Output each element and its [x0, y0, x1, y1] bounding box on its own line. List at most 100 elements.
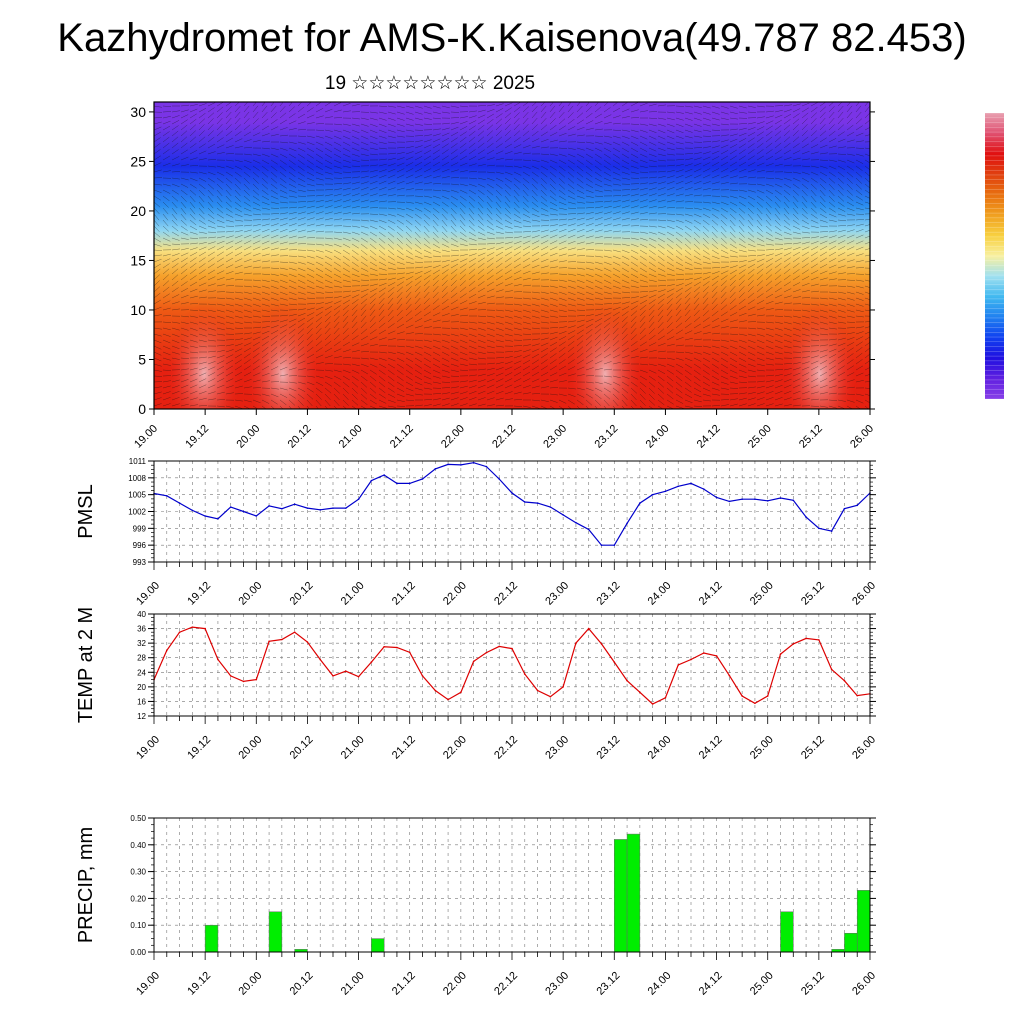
x-tick-label: 19.00 [132, 423, 160, 451]
data-point [830, 530, 833, 532]
data-point [396, 646, 398, 649]
data-point [268, 505, 270, 507]
data-point [779, 653, 782, 655]
x-tick-label: 22.00 [441, 580, 469, 608]
x-tick-label: 21.12 [390, 580, 418, 608]
data-point [779, 497, 782, 499]
data-point [600, 544, 603, 546]
x-tick-label: 20.12 [288, 970, 316, 998]
x-tick-label: 22.12 [492, 734, 520, 762]
x-tick-label: 22.12 [490, 423, 518, 451]
data-point [741, 695, 743, 697]
x-tick-label: 21.00 [337, 423, 365, 451]
data-point [613, 544, 616, 546]
data-point [523, 501, 526, 503]
x-tick-label: 21.00 [339, 970, 367, 998]
x-tick-label: 25.00 [746, 423, 774, 451]
y-tick-label: 40 [137, 610, 146, 619]
precip-chart: 0.00 0.10 0.20 0.30 0.40 0.50 19.00 19.12 20.00 2… [75, 814, 878, 998]
bar [780, 911, 794, 953]
x-tick-label: 26.00 [850, 734, 878, 762]
heatmap-warm-spot [244, 304, 321, 409]
data-point [434, 689, 437, 692]
x-tick-label: 25.12 [799, 970, 827, 998]
y-tick-label: 0.00 [130, 948, 146, 957]
data-point [818, 639, 820, 641]
data-point [408, 651, 411, 654]
colorbar [985, 112, 1004, 400]
y-tick-label: 996 [133, 541, 147, 550]
data-point [677, 664, 680, 666]
y-tick-label: 32 [137, 639, 146, 648]
x-tick-label: 20.12 [288, 580, 316, 608]
data-point [766, 500, 769, 502]
data-point [396, 482, 398, 485]
data-point [690, 658, 692, 661]
data-point [728, 500, 731, 503]
y-tick-label: 15 [130, 252, 146, 268]
data-point [217, 658, 219, 661]
data-point [460, 691, 462, 694]
y-tick-label: 10 [130, 302, 146, 318]
data-point [766, 695, 769, 697]
bar [268, 911, 283, 953]
data-point [651, 493, 654, 496]
data-point [587, 627, 590, 630]
x-tick-label: 24.00 [646, 734, 674, 762]
bar [614, 839, 628, 953]
y-tick-label: 12 [137, 712, 146, 721]
x-tick-label: 23.12 [594, 734, 622, 762]
data-point [728, 674, 731, 677]
data-point [255, 678, 258, 681]
y-tick-label: 0.30 [130, 868, 146, 877]
data-point [281, 507, 283, 510]
y-tick-label: 24 [137, 668, 146, 677]
data-point [319, 658, 322, 661]
data-point [306, 507, 309, 509]
bar [204, 924, 219, 953]
data-point [677, 485, 680, 488]
data-point [498, 645, 501, 648]
data-point [536, 502, 539, 504]
y-tick-label: 0.10 [130, 921, 146, 930]
data-point [562, 686, 564, 688]
data-point [549, 695, 552, 698]
data-point [204, 515, 206, 517]
x-tick-label: 24.12 [695, 423, 723, 451]
data-point [229, 506, 232, 508]
data-point [357, 498, 360, 500]
data-point [843, 507, 846, 510]
data-point [281, 638, 283, 641]
data-point [511, 647, 513, 650]
data-point [242, 510, 245, 513]
x-tick-label: 19.12 [185, 970, 213, 998]
x-tick-label: 24.00 [644, 423, 672, 451]
data-point [741, 498, 743, 500]
data-point [575, 642, 577, 644]
data-point [191, 626, 194, 628]
x-tick-label: 23.00 [541, 423, 569, 451]
x-tick-label: 20.12 [288, 734, 316, 762]
data-point [613, 661, 616, 663]
data-point [460, 464, 462, 466]
x-tick-label: 23.12 [594, 580, 622, 608]
data-point [472, 461, 475, 464]
y-tick-label: 1011 [129, 457, 147, 466]
x-tick-label: 23.00 [543, 734, 571, 762]
data-point [319, 509, 322, 511]
data-point [575, 521, 577, 524]
page-subtitle: 19 ☆☆☆☆☆☆☆☆ 2025 [324, 73, 536, 94]
data-point [383, 474, 385, 476]
data-point [357, 675, 360, 678]
data-point [715, 655, 718, 657]
y-tick-label: 1008 [128, 474, 146, 483]
data-point [485, 651, 488, 654]
x-tick-label: 21.00 [339, 580, 367, 608]
data-point [754, 702, 756, 705]
data-point [472, 660, 475, 663]
bar [371, 938, 385, 953]
data-point [690, 482, 692, 485]
data-point [702, 488, 705, 490]
vertical-section-chart: 0 5 10 15 20 25 30 19.00 19.12 20.00 20.12 21.00 21.… [130, 101, 876, 451]
